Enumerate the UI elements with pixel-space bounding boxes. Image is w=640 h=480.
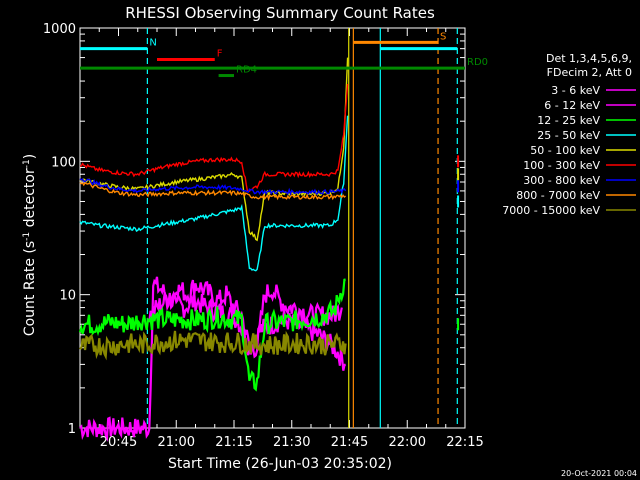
series-line xyxy=(148,279,343,359)
series-lines xyxy=(78,57,349,442)
x-tick-label: 22:00 xyxy=(389,435,426,450)
state-bar-label: RD0 xyxy=(467,57,488,68)
legend-label: 12 - 25 keV xyxy=(537,114,600,127)
vertical-markers xyxy=(146,28,458,428)
state-bar-label: S xyxy=(440,31,446,42)
chart-title: RHESSI Observing Summary Count Rates xyxy=(125,4,435,22)
legend-header: FDecim 2, Att 0 xyxy=(547,66,632,79)
y-axis-label-part: detector xyxy=(22,168,38,232)
series-line xyxy=(78,278,346,392)
series-line xyxy=(79,83,349,193)
series-line xyxy=(79,330,347,361)
legend-label: 300 - 800 keV xyxy=(523,174,600,187)
x-tick-label: 21:30 xyxy=(273,435,310,450)
x-tick-label: 21:15 xyxy=(215,435,252,450)
y-axis-label-part: Count Rate (s xyxy=(22,241,38,336)
y-tick-label: 1 xyxy=(68,422,76,437)
x-tick-label: 21:00 xyxy=(158,435,195,450)
plot-frame xyxy=(79,27,466,429)
series-line xyxy=(79,57,349,242)
series-line xyxy=(79,181,347,202)
state-bar-label: N xyxy=(149,38,156,49)
series-line xyxy=(79,178,347,196)
y-axis-label-part: -1 xyxy=(22,159,32,168)
y-tick-label: 1000 xyxy=(43,22,76,37)
x-axis-label: Start Time (26-Jun-03 20:35:02) xyxy=(168,456,392,472)
series-line xyxy=(79,115,349,272)
legend: Det 1,3,4,5,6,9,FDecim 2, Att 0 3 - 6 keV… xyxy=(502,52,636,217)
legend-label: 7000 - 15000 keV xyxy=(502,204,600,217)
state-bars: N F RD0 RD4 S xyxy=(80,31,488,331)
x-tick-label: 22:15 xyxy=(446,435,483,450)
legend-label: 3 - 6 keV xyxy=(551,84,600,97)
state-bar-label: RD4 xyxy=(236,65,257,76)
legend-label: 800 - 7000 keV xyxy=(516,189,600,202)
x-tick-label: 20:45 xyxy=(100,435,137,450)
legend-label: 50 - 100 keV xyxy=(530,144,600,157)
legend-label: 6 - 12 keV xyxy=(544,99,600,112)
plot-axes: 20:45 21:00 21:15 21:30 21:45 22:00 22:15 1 10 10… xyxy=(43,22,484,450)
y-tick-label: 10 xyxy=(59,289,76,304)
y-tick-label: 100 xyxy=(51,155,76,170)
state-bar-label: F xyxy=(217,49,223,60)
y-axis-label-part: -1 xyxy=(22,232,32,241)
y-axis-label: Count Rate (s-1 detector-1) xyxy=(22,154,38,336)
legend-label: 25 - 50 keV xyxy=(537,129,600,142)
x-tick-label: 21:45 xyxy=(331,435,368,450)
legend-label: 100 - 300 keV xyxy=(523,159,600,172)
legend-header: Det 1,3,4,5,6,9, xyxy=(546,52,632,65)
timestamp: 20-Oct-2021 00:04 xyxy=(561,469,637,478)
y-axis-label-part: ) xyxy=(22,154,38,159)
